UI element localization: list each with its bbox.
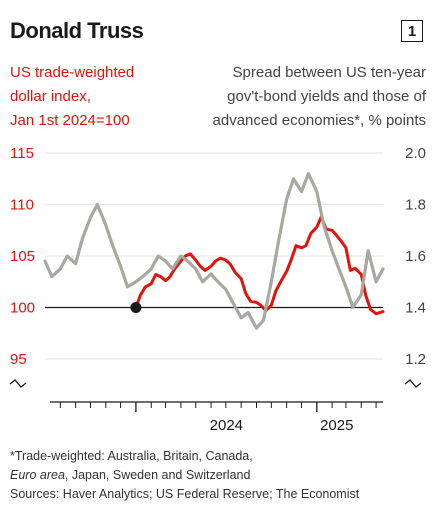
footnote-line-1: *Trade-weighted: Australia, Britain, Can… <box>10 449 253 463</box>
footnote-euro-area: Euro area <box>10 468 65 482</box>
left-tick-label: 105 <box>10 248 35 265</box>
right-tick-label: 1.8 <box>405 197 426 214</box>
footnote-line-2: Euro area, Japan, Sweden and Switzerland <box>10 468 250 482</box>
axis-break-icon <box>9 379 27 388</box>
right-tick-label: 2.0 <box>405 145 426 162</box>
right-axis-label-line-2: gov't-bond yields and those of <box>227 88 426 105</box>
footnote-line-2-rest: , Japan, Sweden and Switzerland <box>64 468 251 482</box>
left-axis-label-line-1: US trade-weighted <box>10 64 135 81</box>
left-axis-label-line-3: Jan 1st 2024=100 <box>10 112 130 129</box>
left-tick-label: 100 <box>10 300 35 317</box>
yield-spread-line <box>43 172 385 330</box>
right-tick-label: 1.4 <box>405 300 426 317</box>
axis-break-icon <box>404 379 422 388</box>
start-point-marker <box>130 302 142 313</box>
right-axis-label-line-1: Spread between US ten-year <box>232 64 426 81</box>
footnote-sources: Sources: Haver Analytics; US Federal Res… <box>10 487 360 501</box>
x-tick-label: 2025 <box>320 417 353 434</box>
x-tick-label: 2024 <box>210 417 243 434</box>
right-tick-label: 1.6 <box>405 248 426 265</box>
right-tick-label: 1.2 <box>405 351 426 368</box>
left-tick-label: 110 <box>10 197 34 214</box>
left-tick-label: 95 <box>10 351 27 368</box>
chart-title: Donald Truss <box>10 18 144 43</box>
left-axis-label-line-2: dollar index, <box>10 88 91 105</box>
left-tick-label: 115 <box>10 145 34 162</box>
chart-number-badge: 1 <box>401 20 423 42</box>
right-axis-label-line-3: advanced economies*, % points <box>212 112 426 129</box>
dollar-index-line <box>134 215 385 316</box>
